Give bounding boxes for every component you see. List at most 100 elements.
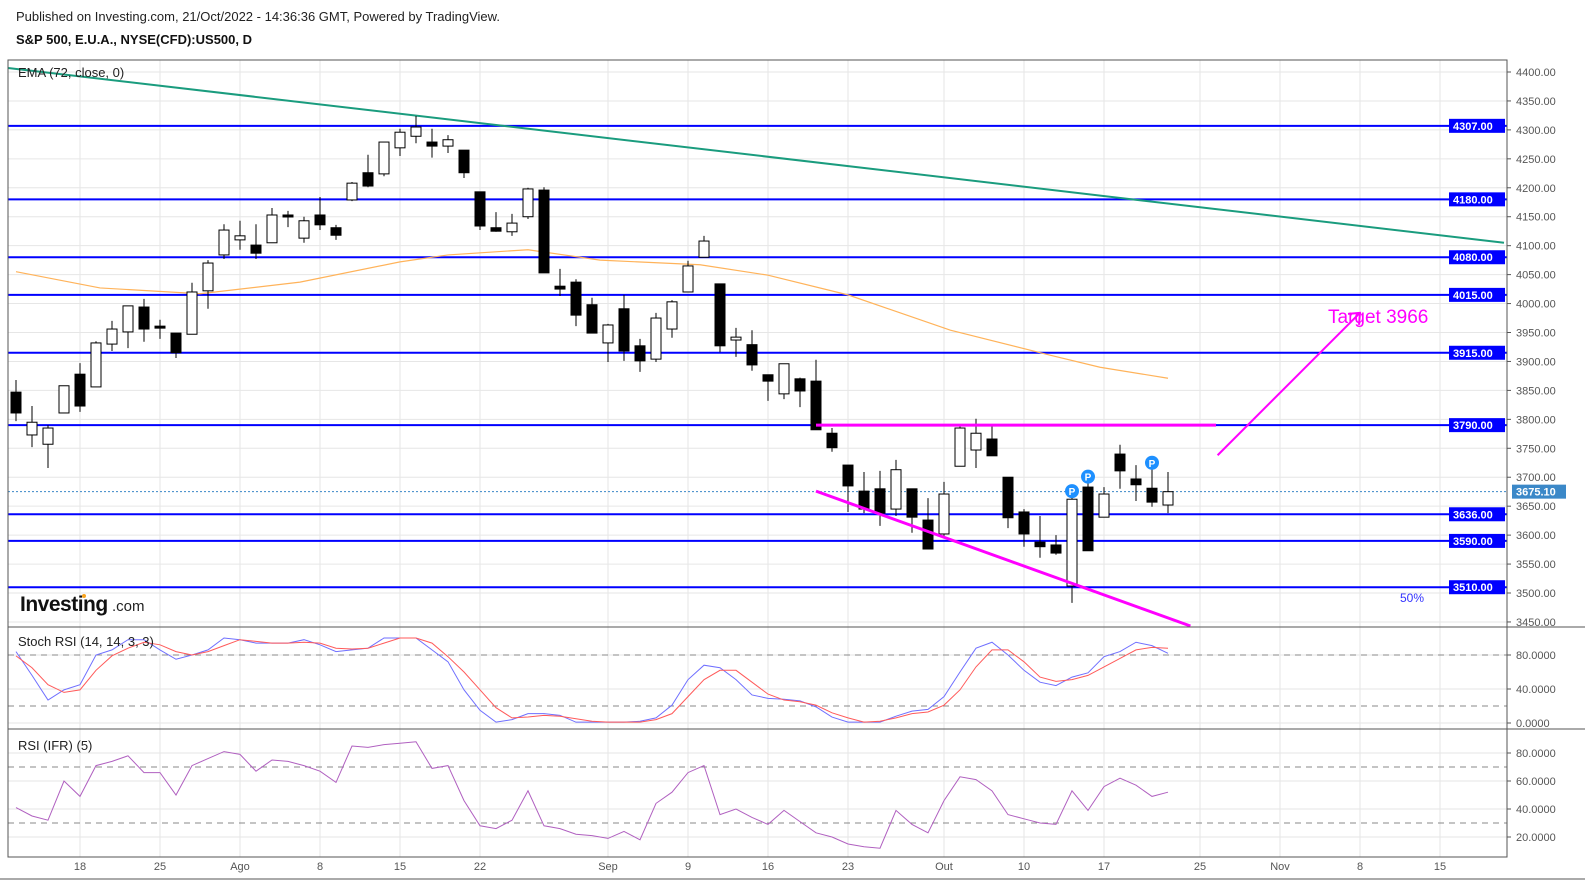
target-label: Target 3966 (1328, 307, 1428, 328)
candle-body (314, 214, 326, 226)
candle-body (1146, 487, 1158, 503)
symbol-title: S&P 500, E.U.A., NYSE(CFD):US500, D (16, 32, 252, 47)
candle-body (234, 235, 246, 241)
y-tick-label: 4200.00 (1516, 183, 1556, 195)
candle-body (42, 427, 54, 445)
rsi-tick-label: 80.0000 (1516, 748, 1556, 760)
logo-dot (82, 594, 86, 598)
level-price-badge (1449, 287, 1505, 302)
candle-body (442, 139, 454, 147)
level-price-label: 3790.00 (1453, 420, 1493, 432)
arrow-head-icon (1347, 311, 1362, 325)
candle-body (538, 189, 550, 274)
candle-body (874, 488, 886, 514)
last-price-badge (1512, 484, 1566, 499)
grid (8, 60, 1507, 857)
y-tick-label: 3750.00 (1516, 443, 1556, 455)
candle-body (122, 305, 134, 333)
candle-body (714, 283, 726, 347)
candle-body (906, 488, 918, 518)
level-price-badge (1449, 250, 1505, 265)
candle-body (810, 380, 822, 431)
candle-body (522, 188, 534, 218)
y-tick-label: 3850.00 (1516, 385, 1556, 397)
last-price-label: 3675.10 (1516, 487, 1556, 499)
candle-body (138, 306, 150, 330)
candle-body (1034, 541, 1046, 548)
x-tick-label: 8 (1357, 861, 1363, 873)
level-price-badge (1449, 418, 1505, 433)
level-price-badge (1449, 580, 1505, 595)
candle-body (362, 172, 374, 187)
candle-body (1050, 544, 1062, 554)
y-tick-label: 4350.00 (1516, 96, 1556, 108)
y-tick-label: 4250.00 (1516, 154, 1556, 166)
level-price-badge (1449, 507, 1505, 522)
candle-body (506, 222, 518, 233)
candle-body (218, 229, 230, 256)
level-price-label: 4307.00 (1453, 121, 1493, 133)
rsi-tick-label: 60.0000 (1516, 776, 1556, 788)
y-tick-label: 3650.00 (1516, 501, 1556, 513)
y-tick-label: 3900.00 (1516, 356, 1556, 368)
x-tick-label: 18 (74, 861, 86, 873)
x-tick-label: 15 (1434, 861, 1446, 873)
candle-body (954, 427, 966, 467)
x-tick-label: 22 (474, 861, 486, 873)
stoch-d-line (15, 637, 1169, 723)
stoch-tick-label: 40.0000 (1516, 684, 1556, 696)
candle-body (586, 304, 598, 334)
fib-label: 50% (1400, 591, 1424, 605)
candle-body (570, 281, 582, 316)
candle-body (90, 342, 102, 388)
x-tick-label: Nov (1270, 861, 1290, 873)
candle-body (762, 374, 774, 382)
x-tick-label: 10 (1018, 861, 1030, 873)
x-tick-label: 16 (762, 861, 774, 873)
candle-body (202, 262, 214, 292)
level-price-badge (1449, 118, 1505, 133)
level-price-badge (1449, 192, 1505, 207)
candle-body (10, 391, 22, 414)
pivot-marker-label: P (1149, 459, 1156, 470)
y-tick-label: 3500.00 (1516, 588, 1556, 600)
plot-frame (7, 59, 1508, 858)
stoch-tick-label: 0.0000 (1516, 718, 1550, 730)
x-tick-label: Out (935, 861, 953, 873)
level-price-label: 3915.00 (1453, 348, 1493, 360)
level-price-label: 4080.00 (1453, 252, 1493, 264)
stoch-tick-label: 80.0000 (1516, 650, 1556, 662)
candle-body (634, 345, 646, 362)
candle-body (698, 240, 710, 258)
candle-body (682, 265, 694, 293)
logo-suffix: .com (112, 598, 145, 615)
candle-body (1018, 511, 1030, 535)
candle-body (282, 214, 294, 218)
candle-body (410, 126, 422, 137)
candle-body (58, 385, 70, 414)
y-tick-label: 3800.00 (1516, 414, 1556, 426)
candle-body (170, 332, 182, 354)
candle-body (74, 373, 86, 407)
candle-body (378, 141, 390, 175)
level-price-label: 3510.00 (1453, 582, 1493, 594)
candle-body (730, 336, 742, 341)
support-trend-line (815, 489, 1191, 628)
pivot-marker-icon (1065, 484, 1079, 499)
rsi-line (15, 741, 1169, 849)
rsi-tick-label: 40.0000 (1516, 804, 1556, 816)
candle-body (554, 285, 566, 290)
candle-body (922, 519, 934, 550)
candle-body (938, 493, 950, 535)
level-price-label: 4015.00 (1453, 290, 1493, 302)
candle-body (474, 191, 486, 227)
level-price-badge (1449, 533, 1505, 548)
rsi-legend: RSI (IFR) (5) (18, 738, 92, 753)
candle-body (778, 363, 790, 395)
target-arrow (1216, 312, 1361, 456)
x-tick-label: 9 (685, 861, 691, 873)
y-tick-label: 4300.00 (1516, 125, 1556, 137)
candle-body (186, 291, 198, 335)
y-tick-label: 4400.00 (1516, 67, 1556, 79)
